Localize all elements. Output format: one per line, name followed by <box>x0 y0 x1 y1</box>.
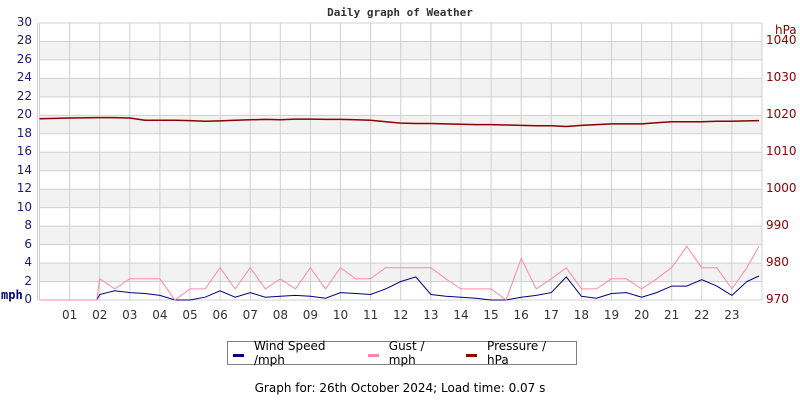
x-tick-label: 21 <box>664 308 680 322</box>
data-series <box>39 116 760 301</box>
x-tick-label: 07 <box>242 308 258 322</box>
right-tick-label: 970 <box>766 292 789 306</box>
x-tick-label: 14 <box>453 308 469 322</box>
x-tick-label: 02 <box>92 308 108 322</box>
legend-label: Gust / mph <box>388 339 425 367</box>
wind-speed-swatch-icon <box>233 353 244 357</box>
x-tick-label: 13 <box>423 308 439 322</box>
right-tick-label: 1010 <box>766 144 797 158</box>
wind-speed-mphline <box>39 275 760 301</box>
chart-title: Daily graph of Weather <box>327 6 473 19</box>
x-tick-label: 05 <box>182 308 198 322</box>
right-tick-label: 1040 <box>766 33 797 47</box>
right-tick-label: 980 <box>766 255 789 269</box>
left-tick-label: 6 <box>24 236 32 251</box>
right-tick-label: 1020 <box>766 107 797 121</box>
x-tick-label: 18 <box>573 308 590 322</box>
left-tick-label: 8 <box>24 218 32 233</box>
x-tick-label: 12 <box>393 308 409 322</box>
left-axis-unit: mph <box>1 288 23 302</box>
x-tick-label: 23 <box>724 308 740 322</box>
x-tick-label: 11 <box>363 308 379 322</box>
pressure-swatch-icon <box>466 353 478 357</box>
left-tick-label: 24 <box>16 70 32 85</box>
left-tick-label: 26 <box>16 51 32 66</box>
x-tick-label: 04 <box>152 308 168 322</box>
gust-mphline <box>39 245 760 301</box>
left-tick-label: 20 <box>16 107 32 122</box>
legend: Wind Speed /mph Gust / mph Pressure / hP… <box>227 339 577 367</box>
left-tick-label: 18 <box>16 125 32 140</box>
x-tick-label: 22 <box>694 308 710 322</box>
gust-swatch-icon <box>367 353 379 357</box>
left-tick-label: 12 <box>16 181 32 196</box>
grid-lines <box>37 22 763 301</box>
x-tick-label: 03 <box>122 308 138 322</box>
x-tick-label: 10 <box>332 308 349 322</box>
left-tick-label: 30 <box>16 15 32 29</box>
right-tick-label: 1030 <box>766 70 797 84</box>
legend-item-gust: Gust / mph <box>367 339 449 367</box>
x-tick-label: 15 <box>483 308 499 322</box>
x-tick-label: 20 <box>633 308 650 322</box>
left-tick-label: 14 <box>16 162 32 177</box>
left-tick-label: 16 <box>16 144 32 159</box>
legend-label: Pressure / hPa <box>487 339 547 367</box>
left-tick-label: 10 <box>16 199 32 214</box>
legend-item-wind-speed: Wind Speed /mph <box>233 339 351 367</box>
right-tick-label: 1000 <box>766 181 797 195</box>
right-axis-unit: hPa <box>775 23 797 37</box>
left-tick-label: 22 <box>16 88 32 103</box>
left-tick-label: 28 <box>16 33 32 48</box>
left-tick-label: 0 <box>24 292 32 306</box>
x-tick-label: 09 <box>302 308 319 322</box>
right-tick-label: 990 <box>766 218 789 232</box>
x-tick-label: 19 <box>603 308 620 322</box>
legend-label: Wind Speed /mph <box>253 339 326 367</box>
left-tick-label: 2 <box>24 273 32 288</box>
x-tick-label: 16 <box>513 308 529 322</box>
x-tick-label: 01 <box>61 308 78 322</box>
x-tick-label: 06 <box>212 308 228 322</box>
x-tick-label: 17 <box>543 308 559 322</box>
pressure-hpaline <box>39 116 760 128</box>
left-tick-label: 4 <box>24 255 32 270</box>
x-tick-label: 08 <box>272 308 288 322</box>
footer-status: Graph for: 26th October 2024; Load time:… <box>254 381 546 395</box>
legend-item-pressure: Pressure / hPa <box>466 339 564 367</box>
